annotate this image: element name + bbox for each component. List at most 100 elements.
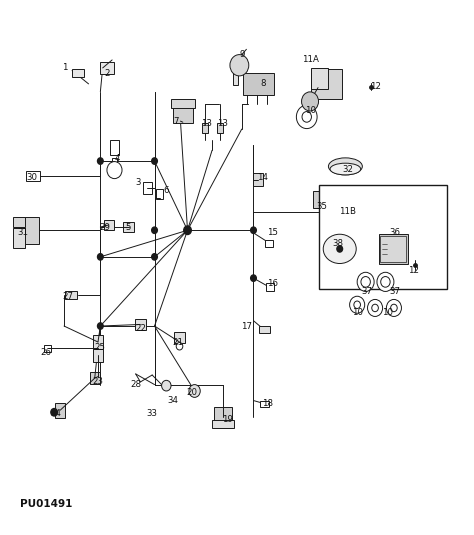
Bar	[171, 100, 195, 108]
Circle shape	[350, 296, 365, 314]
Circle shape	[391, 304, 397, 312]
Text: 22: 22	[135, 324, 146, 333]
Text: 10: 10	[304, 106, 316, 115]
Text: 34: 34	[168, 396, 179, 405]
Text: 19: 19	[222, 415, 233, 424]
Bar	[16, 217, 38, 243]
Bar	[265, 240, 273, 247]
Bar	[93, 349, 103, 362]
Text: 24: 24	[50, 409, 61, 418]
Ellipse shape	[328, 158, 362, 175]
Text: 28: 28	[130, 380, 141, 389]
Ellipse shape	[330, 163, 361, 175]
Bar	[112, 158, 117, 164]
Bar	[156, 189, 163, 199]
Circle shape	[152, 254, 157, 260]
Circle shape	[357, 272, 374, 292]
Bar	[217, 123, 223, 133]
Circle shape	[107, 162, 122, 179]
Circle shape	[176, 342, 183, 350]
Text: 4: 4	[114, 154, 119, 163]
Text: 26: 26	[41, 348, 52, 357]
Text: 15: 15	[267, 228, 278, 238]
Bar	[311, 69, 342, 98]
Circle shape	[361, 277, 370, 287]
Circle shape	[98, 158, 103, 164]
Text: 35: 35	[316, 202, 328, 211]
Text: 33: 33	[146, 409, 158, 418]
Text: 6: 6	[164, 186, 169, 195]
Bar	[311, 68, 328, 89]
Text: 29: 29	[100, 223, 110, 232]
Text: 17: 17	[241, 322, 252, 331]
Bar	[110, 140, 118, 155]
Bar	[381, 236, 406, 262]
Bar	[212, 420, 234, 428]
Bar	[174, 332, 185, 343]
Circle shape	[251, 227, 256, 233]
Text: 27: 27	[62, 292, 73, 301]
Bar	[319, 200, 337, 210]
Text: 13: 13	[201, 119, 212, 128]
Text: 21: 21	[173, 338, 183, 347]
Bar	[104, 220, 114, 230]
Circle shape	[152, 227, 157, 233]
Text: 38: 38	[333, 239, 344, 248]
Text: 13: 13	[218, 119, 228, 128]
Circle shape	[251, 275, 256, 281]
Text: 16: 16	[267, 279, 278, 288]
Circle shape	[98, 254, 103, 260]
Text: 12: 12	[408, 266, 419, 274]
Text: 36: 36	[389, 228, 401, 238]
Circle shape	[162, 380, 171, 391]
Bar	[13, 228, 25, 248]
Text: 23: 23	[92, 377, 103, 386]
Circle shape	[367, 300, 383, 317]
Circle shape	[51, 409, 57, 416]
Text: 11B: 11B	[339, 207, 356, 216]
Text: 37: 37	[361, 287, 372, 296]
Circle shape	[152, 158, 157, 164]
Bar	[243, 73, 273, 95]
Bar	[13, 217, 25, 227]
Bar	[266, 284, 274, 291]
Bar	[259, 326, 270, 333]
Text: 31: 31	[17, 228, 28, 238]
Circle shape	[184, 226, 191, 234]
Text: 20: 20	[187, 388, 198, 397]
Bar	[55, 403, 65, 418]
Circle shape	[354, 301, 360, 309]
Bar	[65, 292, 77, 299]
Text: 9: 9	[239, 50, 245, 59]
Circle shape	[301, 92, 319, 111]
Bar	[233, 72, 238, 85]
Text: 30: 30	[27, 172, 37, 181]
Bar	[27, 171, 39, 181]
Bar	[214, 408, 232, 427]
Text: 2: 2	[105, 68, 110, 78]
Text: 1: 1	[62, 64, 68, 72]
Circle shape	[372, 304, 378, 312]
Bar	[202, 123, 208, 133]
Bar	[100, 62, 115, 74]
Bar	[379, 234, 408, 264]
Bar	[44, 345, 51, 351]
Circle shape	[98, 323, 103, 329]
Text: 10: 10	[352, 308, 363, 317]
Bar	[260, 401, 269, 407]
Bar	[253, 173, 264, 186]
Text: 8: 8	[260, 79, 265, 88]
Text: 12: 12	[371, 82, 382, 91]
Ellipse shape	[323, 234, 356, 264]
Circle shape	[337, 246, 343, 252]
Circle shape	[296, 105, 317, 128]
Text: PU01491: PU01491	[20, 499, 73, 509]
Text: 5: 5	[126, 223, 131, 232]
Bar	[93, 335, 103, 349]
Circle shape	[230, 55, 249, 76]
Circle shape	[377, 272, 394, 292]
Circle shape	[189, 385, 200, 398]
Circle shape	[302, 112, 311, 122]
Bar	[173, 103, 193, 123]
Text: 14: 14	[257, 172, 268, 181]
